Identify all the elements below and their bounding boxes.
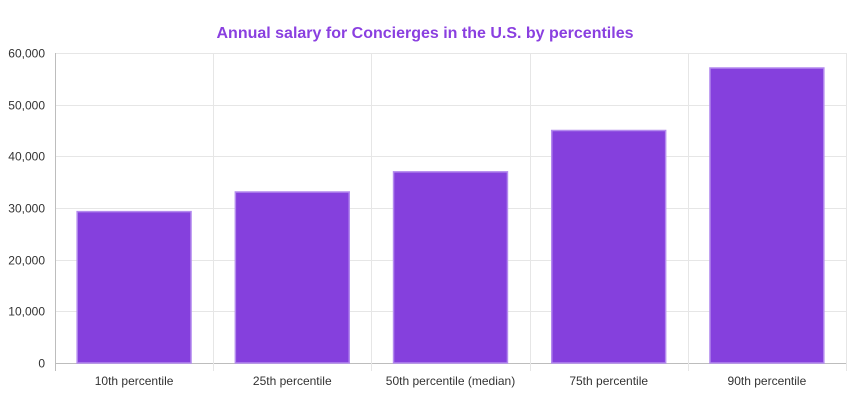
x-tick-label: 50th percentile (median) bbox=[386, 374, 515, 388]
y-tick-label: 60,000 bbox=[8, 47, 45, 61]
y-tick-label: 20,000 bbox=[8, 254, 45, 268]
chart-title: Annual salary for Concierges in the U.S.… bbox=[216, 25, 633, 42]
x-axis-ticks: 10th percentile 25th percentile 50th perce… bbox=[95, 374, 807, 388]
x-tick-label: 90th percentile bbox=[728, 374, 807, 388]
bar-1 bbox=[76, 210, 192, 364]
y-tick-label: 30,000 bbox=[8, 202, 45, 216]
y-tick-label: 10,000 bbox=[8, 305, 45, 319]
bar-5 bbox=[709, 67, 825, 364]
bar-3 bbox=[392, 171, 509, 364]
y-tick-label: 40,000 bbox=[8, 150, 45, 164]
x-tick-label: 75th percentile bbox=[569, 374, 648, 388]
x-tick-label: 10th percentile bbox=[95, 374, 174, 388]
y-tick-label: 0 bbox=[38, 357, 45, 371]
x-tick-label: 25th percentile bbox=[253, 374, 332, 388]
bar-2 bbox=[234, 191, 351, 364]
y-axis-ticks: 0 10,000 20,000 30,000 40,000 50,000 60,000 bbox=[8, 47, 45, 371]
y-tick-label: 50,000 bbox=[8, 99, 45, 113]
bar-4 bbox=[550, 129, 667, 364]
bars bbox=[76, 67, 825, 364]
